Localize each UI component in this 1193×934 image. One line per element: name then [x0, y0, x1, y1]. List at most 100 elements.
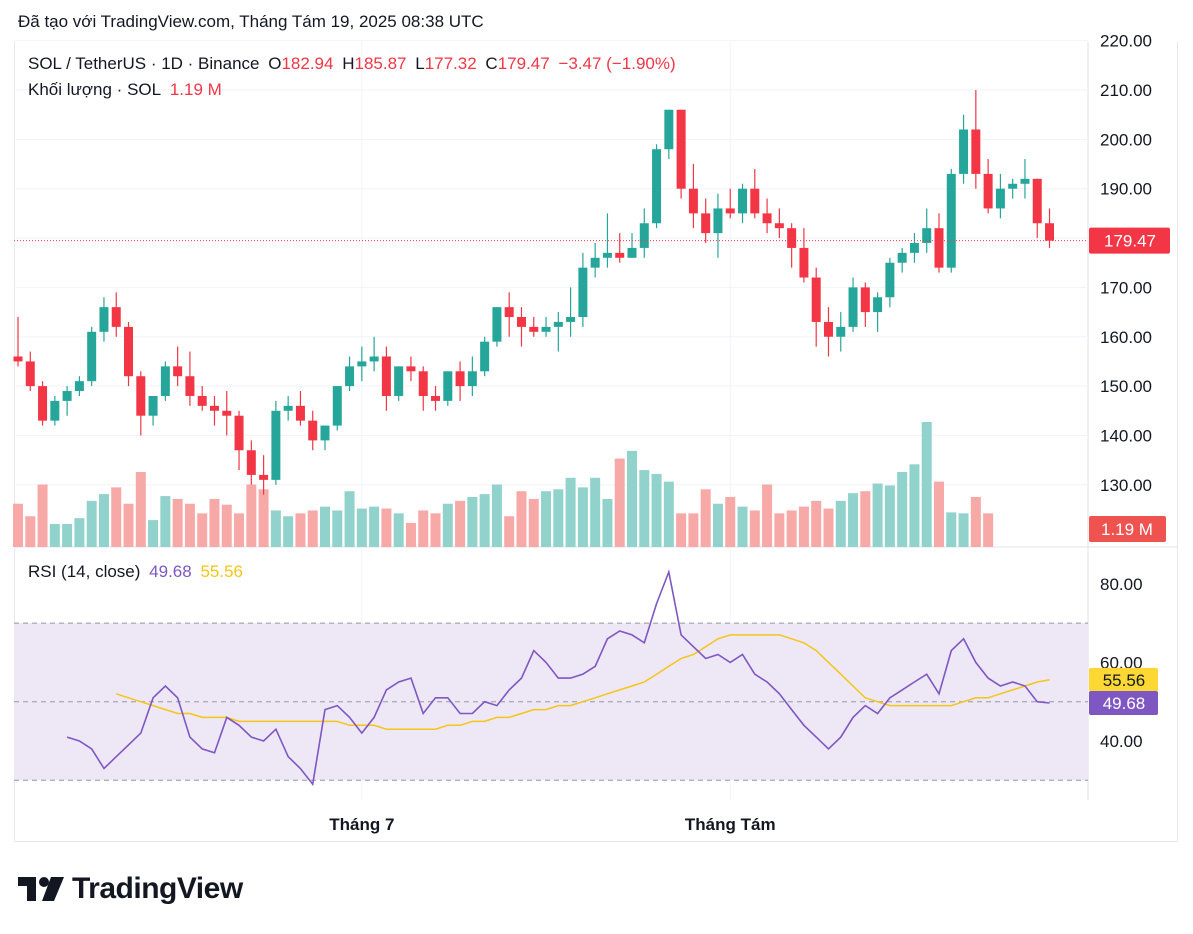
volume-bar	[860, 491, 871, 547]
volume-label[interactable]: Khối lượng · SOL	[28, 80, 162, 99]
chart-caption: Đã tạo với TradingView.com, Tháng Tám 19…	[18, 12, 484, 31]
rsi-label[interactable]: RSI (14, close)	[28, 562, 141, 581]
candle-body	[320, 425, 330, 441]
candle-body	[553, 321, 563, 327]
volume-bar	[823, 508, 834, 547]
volume-bar	[676, 513, 687, 547]
low-label: L	[415, 54, 425, 73]
symbol-label[interactable]: SOL / TetherUS · 1D · Binance	[28, 54, 260, 73]
volume-bar	[958, 513, 969, 547]
candle-body	[750, 188, 760, 214]
price-tick-label: 140.00	[1100, 426, 1152, 445]
tradingview-logo[interactable]: TradingView	[18, 872, 243, 906]
candle-body	[529, 326, 539, 332]
candle-body	[38, 386, 48, 421]
volume-bar	[160, 496, 171, 547]
volume-bar	[148, 520, 159, 547]
candle-body	[185, 376, 195, 396]
volume-bar	[307, 510, 318, 547]
candle-body	[627, 247, 637, 258]
volume-legend: Khối lượng · SOL 1.19 M	[28, 80, 226, 100]
candle-body	[87, 331, 97, 382]
candle-body	[762, 213, 772, 224]
candle-body	[111, 307, 121, 327]
candle-body	[345, 366, 355, 387]
candle-body	[209, 405, 219, 411]
volume-bar	[884, 485, 895, 547]
volume-bar	[467, 497, 478, 547]
high-value: 185.87	[354, 54, 407, 73]
volume-bar	[344, 491, 355, 547]
volume-bar	[369, 506, 380, 547]
volume-bar	[209, 498, 220, 547]
candle-body	[1008, 183, 1018, 189]
candle-body	[283, 405, 293, 411]
rsi-ma-tag-label: 55.56	[1103, 671, 1146, 690]
candle-body	[688, 188, 698, 214]
candle-body	[971, 129, 981, 174]
volume-bar	[491, 484, 502, 547]
candle-body	[995, 188, 1005, 209]
volume-bar	[49, 523, 60, 547]
candle-body	[615, 252, 625, 258]
last-volume-label: 1.19 M	[1101, 520, 1153, 539]
volume-bar	[737, 506, 748, 547]
volume-bar	[405, 522, 416, 547]
volume-bar	[356, 508, 367, 547]
price-tick-label: 130.00	[1100, 476, 1152, 495]
volume-bar	[74, 518, 85, 547]
volume-bar	[381, 508, 392, 547]
volume-value: 1.19 M	[169, 80, 222, 99]
candle-body	[885, 262, 895, 298]
candle-body	[492, 307, 502, 342]
volume-bar	[258, 489, 269, 547]
tradingview-logo-icon	[18, 877, 64, 901]
time-tick-label: Tháng Tám	[685, 815, 776, 834]
volume-bar	[295, 513, 306, 547]
volume-bar	[504, 516, 515, 547]
rsi-tick-label: 40.00	[1100, 732, 1143, 751]
candle-body	[946, 173, 956, 268]
candle-body	[578, 267, 588, 318]
volume-bar	[430, 513, 441, 547]
rsi-ma-line	[115, 634, 1050, 730]
rsi-tick-label: 80.00	[1100, 575, 1143, 594]
volume-bar	[98, 494, 109, 547]
candle-body	[848, 287, 858, 327]
price-tick-label: 160.00	[1100, 328, 1152, 347]
candle-body	[909, 242, 919, 253]
volume-bar	[774, 513, 785, 547]
candle-body	[222, 410, 232, 416]
rsi-ma-tag	[1089, 667, 1158, 692]
volume-bar	[565, 477, 576, 547]
candle-body	[381, 356, 391, 396]
price-tick-label: 190.00	[1100, 180, 1152, 199]
candle-body	[406, 366, 416, 372]
candle-body	[652, 149, 662, 224]
candle-body	[99, 307, 109, 332]
volume-bar	[835, 500, 846, 547]
candle-body	[738, 188, 748, 214]
candle-body	[639, 223, 649, 248]
candle-body	[124, 326, 134, 377]
candle-body	[516, 317, 526, 327]
candle-body	[774, 223, 784, 229]
volume-bar	[541, 491, 552, 547]
candle-body	[173, 366, 183, 377]
volume-bar	[651, 473, 662, 547]
price-tick-label: 220.00	[1100, 32, 1152, 51]
candle-body	[504, 307, 514, 318]
last-price-tag	[1089, 227, 1170, 254]
last-price-label: 179.47	[1104, 232, 1156, 251]
rsi-tag-label: 49.68	[1103, 694, 1146, 713]
time-tick-label: Tháng 7	[329, 815, 394, 834]
candle-body	[246, 450, 256, 475]
volume-bar	[320, 506, 330, 547]
volume-bar	[393, 513, 404, 547]
volume-bar	[602, 498, 613, 547]
volume-bar	[749, 510, 760, 547]
candle-body	[136, 376, 146, 416]
candle-body	[922, 228, 932, 243]
volume-bar	[639, 470, 650, 547]
